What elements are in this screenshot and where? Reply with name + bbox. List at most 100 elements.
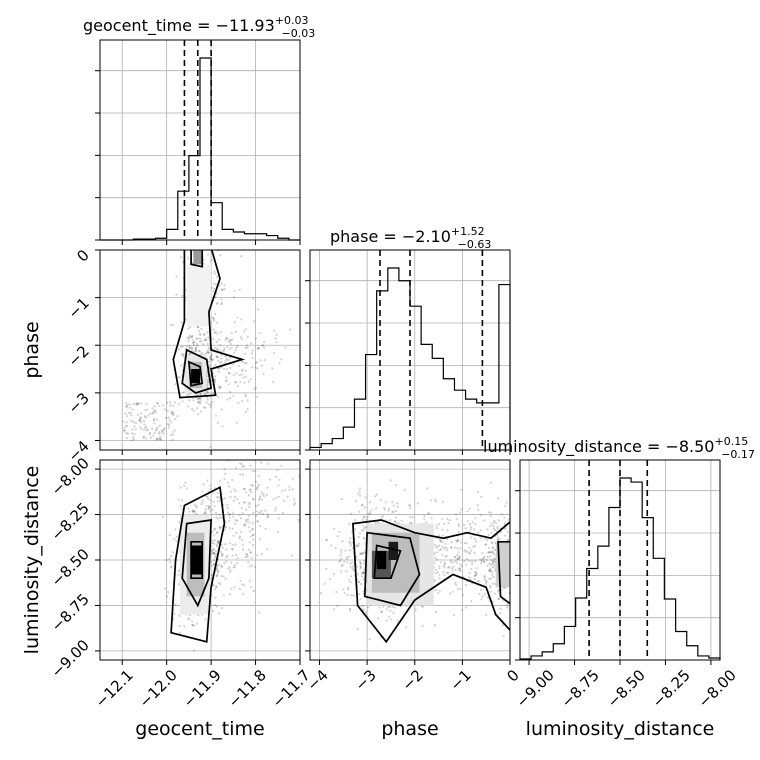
sample-point — [239, 473, 242, 476]
sample-point — [409, 504, 412, 507]
sample-point — [492, 527, 496, 530]
sample-point — [438, 567, 441, 570]
sample-point — [491, 566, 494, 569]
sample-point — [166, 401, 169, 404]
sample-point — [476, 504, 479, 507]
sample-point — [168, 557, 171, 560]
sample-point — [211, 531, 214, 534]
sample-point — [126, 436, 129, 440]
sample-point — [352, 569, 355, 572]
sample-point — [390, 618, 393, 621]
sample-point — [207, 381, 210, 384]
sample-point — [480, 598, 483, 601]
sample-point — [454, 556, 457, 559]
sample-point — [187, 340, 190, 343]
sample-point — [497, 597, 500, 600]
sample-point — [223, 497, 226, 500]
sample-point — [464, 550, 467, 553]
sample-point — [512, 578, 514, 580]
sample-point — [515, 569, 517, 571]
sample-point — [226, 554, 229, 558]
sample-point — [368, 638, 371, 641]
sample-point — [211, 358, 214, 361]
sample-point — [483, 560, 486, 563]
sample-point — [185, 487, 188, 490]
sample-point — [165, 558, 168, 562]
sample-point — [489, 586, 492, 589]
sample-point — [336, 604, 339, 607]
x-tick-label-geocent-1: −12.0 — [136, 666, 181, 711]
sample-point — [139, 416, 142, 419]
sample-point — [191, 623, 194, 626]
sample-point — [443, 573, 446, 577]
sample-point — [351, 561, 354, 564]
sample-point — [457, 525, 460, 528]
sample-point — [175, 275, 178, 278]
sample-point — [140, 421, 143, 424]
sample-point — [459, 547, 462, 550]
sample-point — [170, 554, 173, 558]
sample-point — [250, 490, 253, 494]
sample-point — [144, 416, 147, 419]
sample-point — [245, 361, 248, 364]
sample-point — [474, 571, 477, 574]
x-tick-label-geocent-3: −11.8 — [225, 666, 270, 711]
sample-point — [213, 542, 216, 545]
y-tick-label-lumdist-3: −8.25 — [48, 499, 93, 544]
sample-point — [219, 331, 222, 334]
sample-point — [193, 350, 196, 353]
sample-point — [197, 400, 200, 403]
sample-point — [462, 523, 466, 527]
sample-point — [207, 253, 210, 256]
sample-point — [251, 356, 254, 359]
sample-point — [175, 539, 178, 542]
sample-point — [223, 347, 226, 350]
sample-point — [473, 551, 476, 555]
sample-point — [483, 578, 486, 581]
sample-point — [492, 553, 496, 556]
sample-point — [253, 388, 256, 391]
sample-point — [240, 506, 243, 509]
sample-point — [470, 536, 473, 539]
sample-point — [158, 431, 161, 434]
sample-point — [522, 545, 524, 547]
sample-point — [170, 411, 173, 415]
sample-point — [187, 617, 190, 620]
sample-point — [469, 526, 473, 529]
sample-point — [139, 426, 142, 429]
sample-point — [512, 536, 514, 538]
sample-point — [382, 605, 385, 608]
sample-point — [219, 344, 222, 347]
sample-point — [213, 331, 216, 334]
sample-point — [179, 345, 183, 348]
sample-point — [438, 544, 441, 547]
sample-point — [445, 571, 448, 574]
sample-point — [151, 427, 154, 430]
sample-point — [256, 347, 259, 350]
sample-point — [216, 332, 219, 335]
sample-point — [416, 502, 420, 505]
sample-point — [349, 566, 352, 569]
sample-point — [493, 521, 496, 524]
sample-point — [244, 508, 248, 511]
sample-point — [180, 321, 183, 324]
sample-point — [206, 331, 209, 334]
sample-point — [257, 308, 260, 311]
sample-point — [440, 518, 444, 521]
sample-point — [143, 435, 146, 438]
sample-point — [256, 395, 259, 398]
sample-point — [243, 330, 246, 333]
sample-point — [530, 509, 532, 511]
sample-point — [435, 588, 438, 591]
sample-point — [264, 527, 267, 530]
sample-point — [342, 588, 345, 591]
sample-point — [218, 612, 221, 615]
sample-point — [468, 522, 471, 526]
sample-point — [198, 350, 201, 353]
sample-point — [459, 569, 462, 572]
sample-point — [215, 302, 218, 305]
sample-point — [356, 628, 359, 631]
sample-point — [203, 512, 206, 515]
sample-point — [143, 423, 146, 426]
sample-point — [257, 347, 260, 350]
